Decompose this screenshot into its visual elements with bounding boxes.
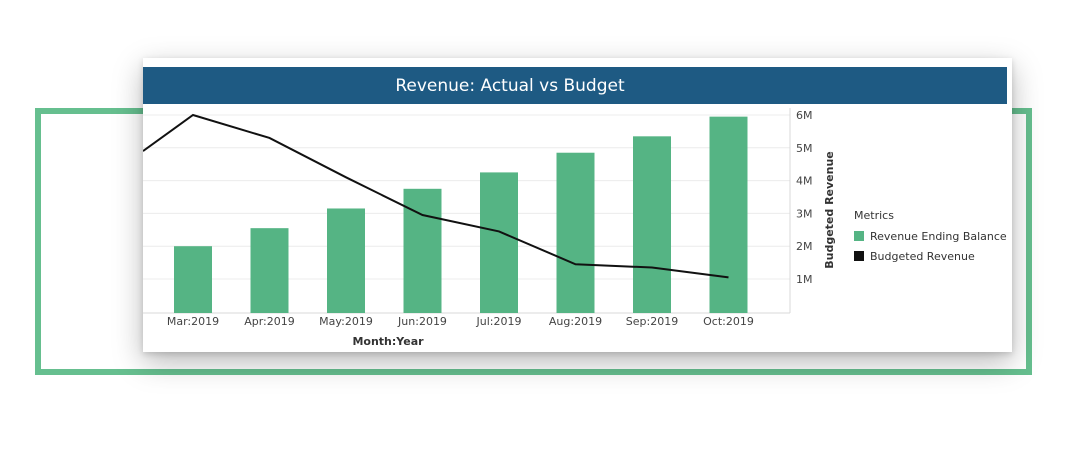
legend-swatch [854, 251, 864, 261]
legend-title: Metrics [854, 209, 894, 222]
legend-item-label: Budgeted Revenue [870, 250, 975, 263]
budget-line [143, 113, 729, 279]
y-tick-label: 3M [796, 207, 813, 220]
x-tick-label: Oct:2019 [703, 315, 754, 328]
bar [556, 152, 595, 313]
bar [250, 228, 289, 313]
legend-swatch [854, 231, 864, 241]
bar [709, 116, 748, 313]
chart-title-bar: Revenue: Actual vs Budget [143, 67, 1007, 104]
x-axis-title: Month:Year [352, 335, 424, 348]
legend-item-label: Revenue Ending Balance [870, 230, 1007, 243]
chart-title: Revenue: Actual vs Budget [395, 75, 625, 96]
x-tick-label: May:2019 [319, 315, 373, 328]
x-tick-label: Jun:2019 [397, 315, 447, 328]
chart-card: Revenue: Actual vs Budget 1M 2M 3M 4M 5M 6M Bu… [143, 58, 1012, 352]
y-tick-label: 6M [796, 109, 813, 122]
bar [327, 208, 365, 313]
x-tick-label: Apr:2019 [244, 315, 295, 328]
revenue-chart: 1M 2M 3M 4M 5M 6M Budgeted Revenue Mar:2019 Apr:… [143, 108, 1007, 348]
x-tick-label: Sep:2019 [626, 315, 678, 328]
y-tick-label: 1M [796, 273, 813, 286]
y-tick-label: 4M [796, 175, 813, 188]
y-axis-title: Budgeted Revenue [823, 151, 836, 269]
x-tick-label: Mar:2019 [167, 315, 219, 328]
bar [633, 136, 671, 313]
x-tick-label: Jul:2019 [476, 315, 522, 328]
y-tick-label: 5M [796, 142, 813, 155]
bar [480, 172, 518, 313]
y-tick-label: 2M [796, 240, 813, 253]
x-tick-label: Aug:2019 [549, 315, 602, 328]
bar [174, 246, 212, 313]
